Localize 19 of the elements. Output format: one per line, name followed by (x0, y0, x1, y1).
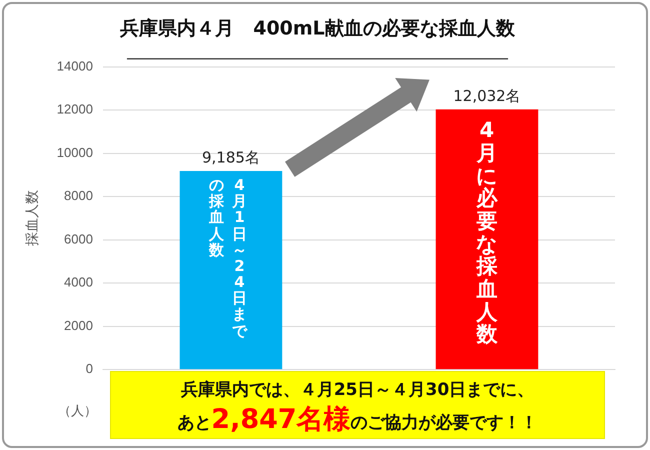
y-tick-label: 12000 (56, 102, 93, 117)
text: （人） (58, 403, 97, 420)
y-tick-label: 8000 (64, 188, 93, 204)
text: 4月に必要な採血人数 (476, 118, 498, 346)
y-tick-label: 0 (86, 361, 93, 376)
text: あと (177, 413, 212, 433)
y-tick-label: 2000 (64, 318, 93, 333)
y-axis-title: 採血人数 (23, 190, 40, 246)
text: 兵庫県内では、４月25日～４月30日までに、 (180, 379, 536, 401)
data-label: 12,032名 (453, 86, 521, 105)
data-label: 9,185名 (202, 148, 260, 166)
y-tick-label: 4000 (64, 274, 93, 290)
chart-title: 兵庫県内４月 400mL献血の必要な採血人数 (119, 17, 516, 40)
y-tick-label: 14000 (56, 58, 93, 74)
y-tick-label: 10000 (56, 144, 93, 160)
y-tick-label: 6000 (64, 231, 93, 246)
text: 2,847名様 (211, 404, 351, 435)
text: 4月1日～24日までの採血人数 (208, 176, 247, 340)
text: のご協力が必要です！！ (350, 413, 538, 433)
